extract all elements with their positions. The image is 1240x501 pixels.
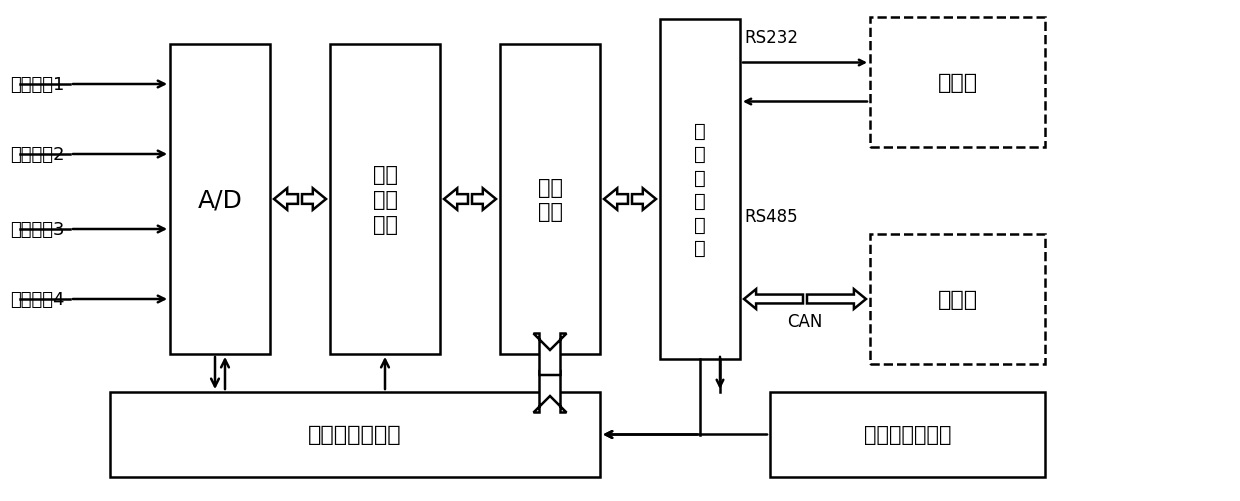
Text: 数据
缓冲
电路: 数据 缓冲 电路 (372, 165, 398, 234)
Polygon shape (303, 189, 326, 210)
Polygon shape (632, 189, 656, 210)
Polygon shape (472, 189, 496, 210)
Text: 检波电压4: 检波电压4 (10, 291, 64, 309)
Bar (500, 45, 600, 354)
Text: 上位机: 上位机 (937, 73, 977, 93)
Text: 检波电压3: 检波电压3 (10, 220, 64, 238)
Text: 外
部
接
口
电
路: 外 部 接 口 电 路 (694, 122, 706, 258)
Text: 工作状态指示灯: 工作状态指示灯 (864, 425, 951, 444)
Text: CAN: CAN (787, 313, 822, 330)
Bar (330, 45, 440, 354)
Bar (870, 18, 1045, 148)
Text: RS485: RS485 (744, 207, 797, 225)
Polygon shape (807, 290, 866, 309)
Bar (660, 20, 740, 359)
Bar (770, 392, 1045, 477)
Bar (110, 392, 600, 477)
Text: 检波电压1: 检波电压1 (10, 76, 64, 94)
Polygon shape (444, 189, 467, 210)
Text: RS232: RS232 (744, 29, 799, 47)
Text: A/D: A/D (197, 188, 243, 211)
Bar (170, 45, 270, 354)
Text: 检波电压2: 检波电压2 (10, 146, 64, 164)
Polygon shape (744, 290, 804, 309)
Polygon shape (533, 334, 567, 375)
Polygon shape (533, 371, 567, 413)
Text: 微处
理器: 微处 理器 (537, 177, 563, 222)
Bar (870, 234, 1045, 364)
Text: 卷接机: 卷接机 (937, 290, 977, 310)
Polygon shape (274, 189, 298, 210)
Text: 可编程逻辑器件: 可编程逻辑器件 (309, 425, 402, 444)
Polygon shape (604, 189, 627, 210)
